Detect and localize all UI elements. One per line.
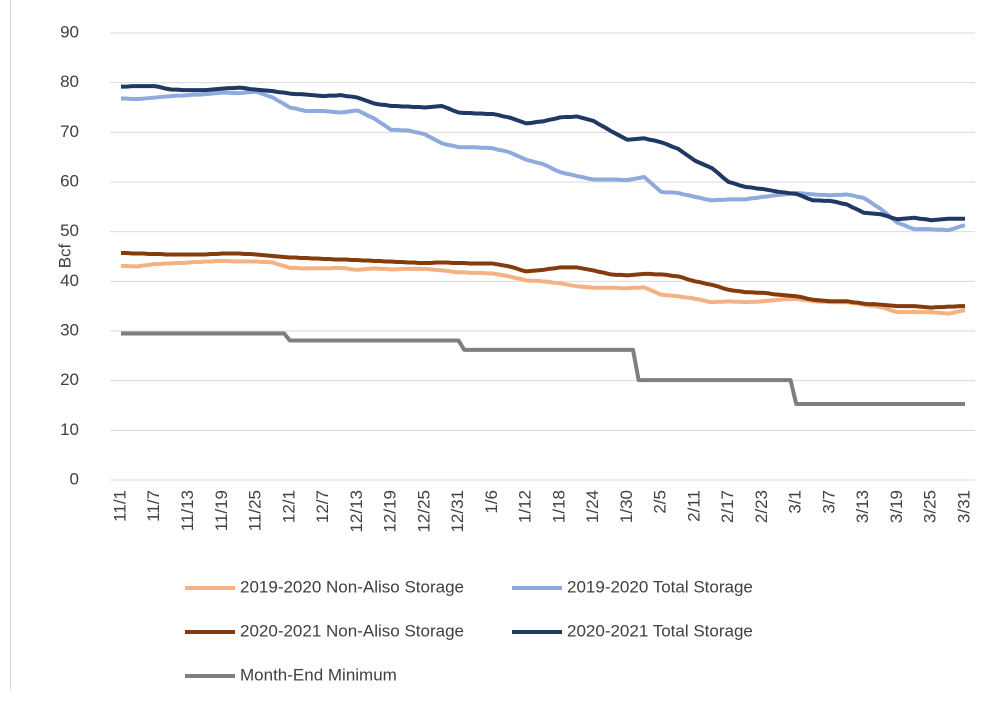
y-tick-label: 30 <box>60 320 79 339</box>
x-tick-label: 3/1 <box>786 490 805 514</box>
x-tick-label: 3/7 <box>819 490 838 514</box>
x-tick-label: 12/19 <box>381 490 400 533</box>
y-tick-label: 90 <box>60 22 79 41</box>
legend-label: 2020-2021 Total Storage <box>567 621 753 640</box>
x-tick-label: 12/13 <box>347 490 366 533</box>
y-tick-label: 0 <box>70 469 79 488</box>
x-tick-label: 11/1 <box>110 490 129 522</box>
x-tick-label: 1/12 <box>516 490 535 523</box>
x-tick-label: 12/1 <box>279 490 298 523</box>
y-tick-label: 60 <box>60 171 79 190</box>
y-tick-label: 10 <box>60 420 79 439</box>
x-tick-label: 11/13 <box>178 490 197 531</box>
x-tick-label: 3/13 <box>853 490 872 523</box>
y-tick-label: 50 <box>60 221 79 240</box>
x-tick-label: 12/31 <box>448 490 467 533</box>
x-tick-label: 1/24 <box>583 490 602 523</box>
legend-label: 2019-2020 Non-Aliso Storage <box>240 577 464 596</box>
series-line <box>121 251 965 310</box>
series-line <box>121 89 966 233</box>
x-tick-label: 2/11 <box>684 490 703 522</box>
legend-label: 2020-2021 Non-Aliso Storage <box>240 621 464 640</box>
x-tick-label: 2/23 <box>752 490 771 523</box>
x-tick-label: 3/19 <box>887 490 906 523</box>
x-tick-label: 3/31 <box>954 490 973 523</box>
x-tick-label: 1/18 <box>549 490 568 523</box>
y-axis-label: Bcf <box>55 243 74 268</box>
x-tick-label: 2/17 <box>718 490 737 523</box>
x-tick-label: 1/30 <box>617 490 636 523</box>
x-tick-label: 2/5 <box>651 490 670 514</box>
x-tick-label: 3/25 <box>921 490 940 523</box>
x-tick-label: 12/7 <box>313 490 332 523</box>
x-tick-label: 11/7 <box>144 490 163 522</box>
legend-label: Month-End Minimum <box>240 665 397 684</box>
x-tick-label: 1/6 <box>482 490 501 514</box>
series-line <box>121 331 965 407</box>
series-line <box>121 84 965 223</box>
y-tick-label: 20 <box>60 370 79 389</box>
x-tick-label: 11/25 <box>246 490 265 531</box>
x-tick-label: 12/25 <box>414 490 433 533</box>
y-tick-label: 70 <box>60 122 79 141</box>
y-tick-label: 80 <box>60 72 79 91</box>
x-tick-label: 11/19 <box>212 490 231 531</box>
y-tick-label: 40 <box>60 271 79 290</box>
legend-label: 2019-2020 Total Storage <box>567 577 753 596</box>
